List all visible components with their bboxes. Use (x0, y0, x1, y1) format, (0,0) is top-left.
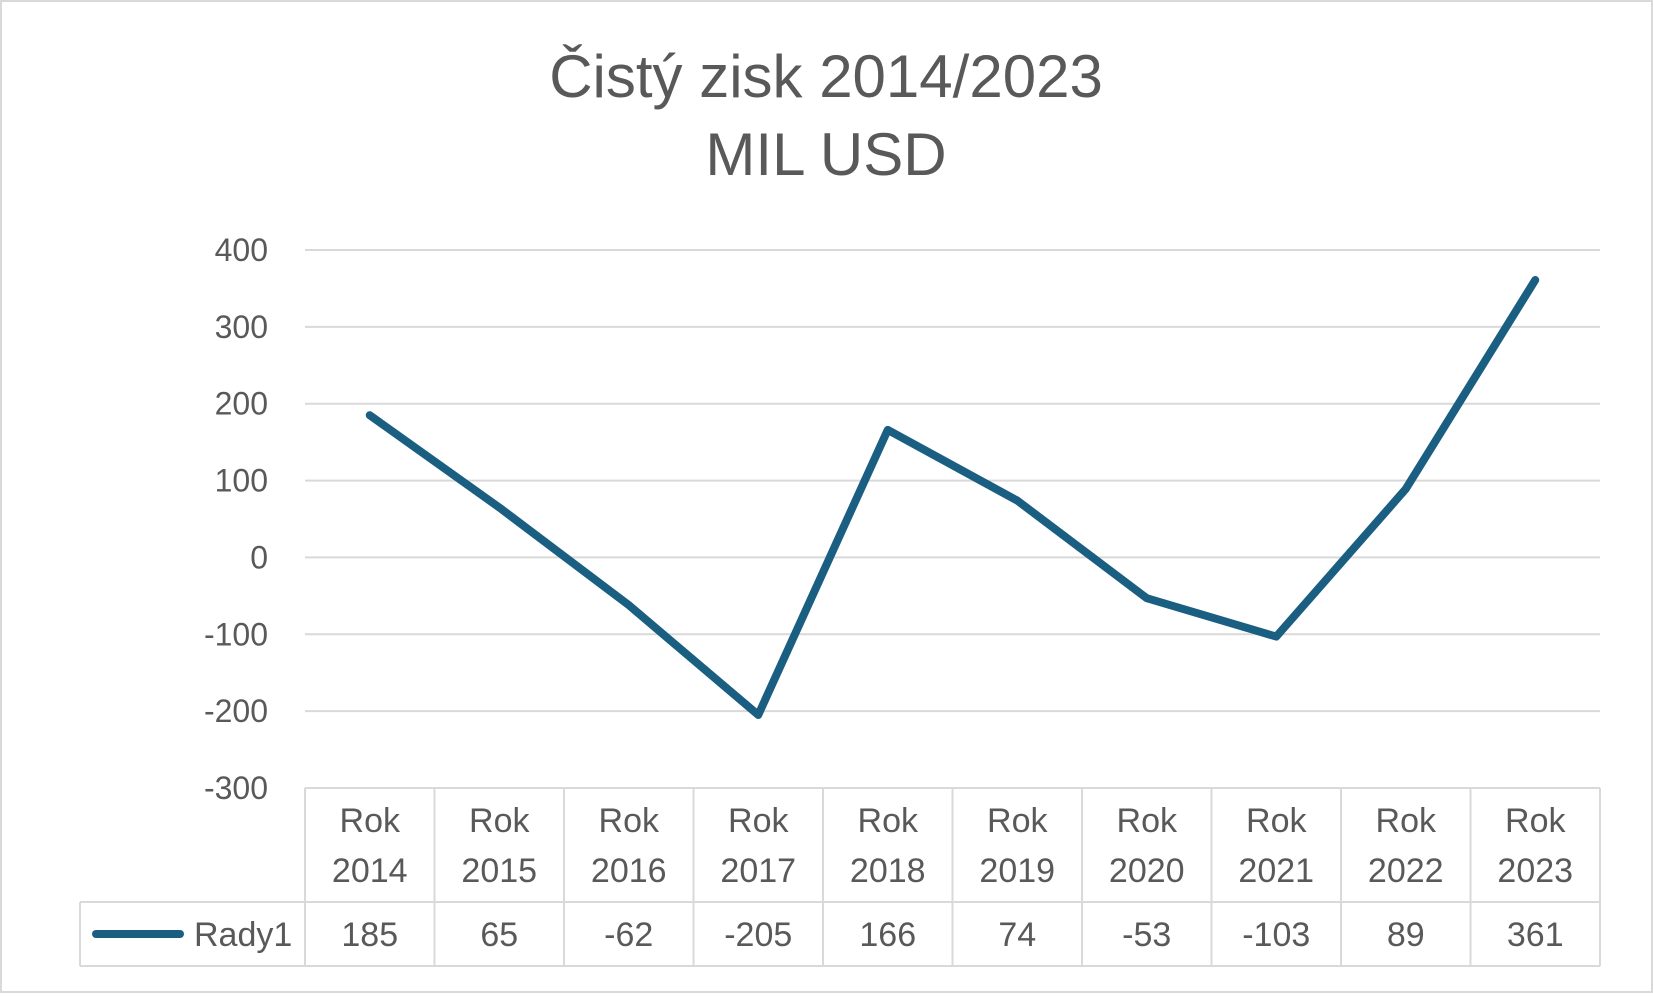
series-lines (370, 280, 1536, 715)
chart-title: Čistý zisk 2014/2023 (549, 43, 1103, 110)
y-tick-label: 400 (215, 232, 268, 268)
data-table-value: 74 (998, 916, 1036, 954)
y-tick-label: 100 (215, 463, 268, 499)
y-tick-label: 300 (215, 309, 268, 345)
data-table-value: -62 (604, 916, 653, 954)
y-tick-label: -300 (204, 770, 268, 806)
y-tick-label: -200 (204, 693, 268, 729)
gridlines (305, 250, 1600, 711)
data-table-value: 185 (341, 916, 398, 954)
y-tick-label: 200 (215, 386, 268, 422)
y-axis-tick-labels: 400 300 200 100 0 -100 -200 -300 (204, 232, 268, 806)
y-tick-label: 0 (250, 539, 268, 575)
legend-series-name: Rady1 (194, 916, 292, 954)
data-table-value: 361 (1507, 916, 1564, 954)
data-table-value: -53 (1122, 916, 1171, 954)
chart-subtitle: MIL USD (705, 121, 946, 188)
data-table-value: -103 (1242, 916, 1310, 954)
series-line-rady1 (370, 280, 1536, 715)
data-table-value: 166 (859, 916, 916, 954)
data-table-value: 65 (480, 916, 518, 954)
data-table-value: 89 (1387, 916, 1425, 954)
data-table-value: -205 (724, 916, 792, 954)
y-tick-label: -100 (204, 616, 268, 652)
